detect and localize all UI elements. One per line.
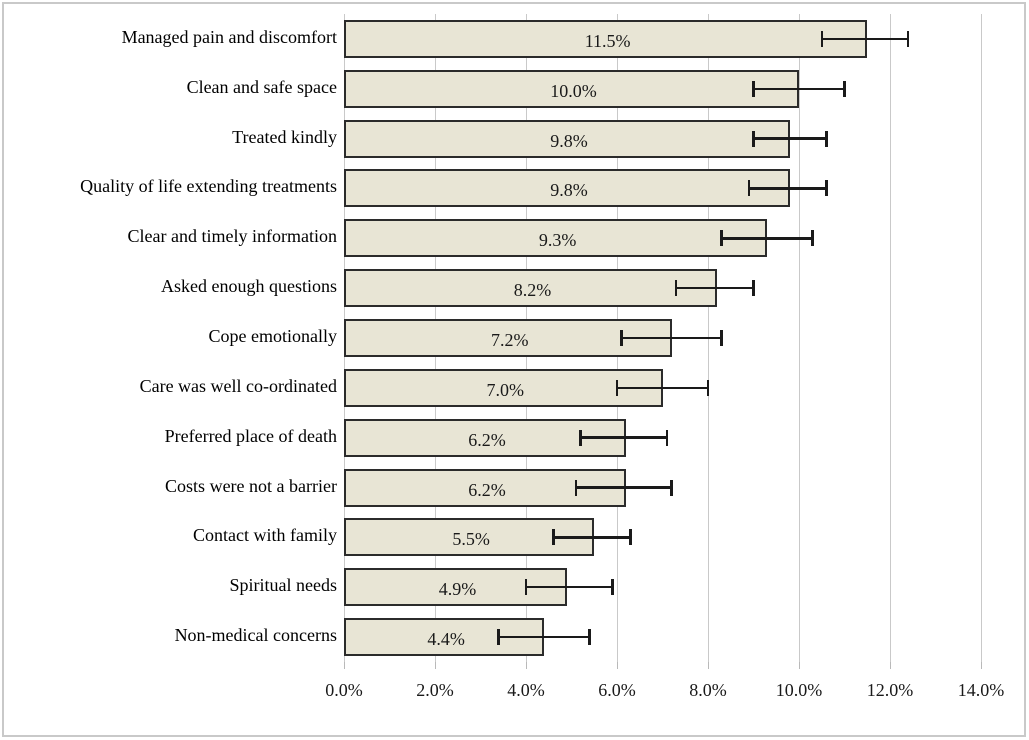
error-bar-cap xyxy=(611,579,614,596)
error-bar-cap xyxy=(579,429,582,446)
category-label: Costs were not a barrier xyxy=(165,475,337,496)
category-label: Clear and timely information xyxy=(127,226,337,247)
gridline xyxy=(981,14,982,662)
bar-value-label: 9.8% xyxy=(550,180,588,201)
error-bar-cap xyxy=(752,80,755,97)
category-label: Preferred place of death xyxy=(164,425,337,446)
bar-value-label: 7.0% xyxy=(486,379,525,400)
error-bar-cap xyxy=(497,629,500,646)
error-bar-cap xyxy=(706,379,710,396)
axis-tick-mark xyxy=(708,662,709,669)
error-bar-cap xyxy=(615,379,619,396)
bar-value-label: 7.2% xyxy=(491,330,529,350)
bar: 9.3% xyxy=(344,219,768,258)
axis-tick-mark xyxy=(344,662,345,669)
x-tick-label: 8.0% xyxy=(689,680,727,700)
error-bar-cap xyxy=(552,529,555,546)
error-bar xyxy=(580,436,668,439)
axis-tick-mark xyxy=(981,662,982,669)
error-bar xyxy=(526,585,613,589)
bar-value-label: 4.4% xyxy=(427,629,465,650)
error-bar-cap xyxy=(747,180,751,197)
error-bar xyxy=(498,635,590,639)
bar-value-label: 10.0% xyxy=(550,80,597,101)
error-bar-cap xyxy=(825,180,828,197)
error-bar-cap xyxy=(811,230,814,247)
error-bar xyxy=(753,87,845,91)
axis-tick-mark xyxy=(617,662,618,669)
category-label: Care was well co-ordinated xyxy=(139,375,337,396)
error-bar xyxy=(676,286,754,290)
error-bar-cap xyxy=(670,479,673,496)
error-bar-cap xyxy=(843,80,846,97)
gridline xyxy=(890,14,891,662)
bar: 9.8% xyxy=(344,119,790,158)
category-label: Contact with family xyxy=(193,525,337,546)
error-bar xyxy=(821,37,909,41)
axis-tick-mark xyxy=(435,662,436,669)
category-label: Clean and safe space xyxy=(186,76,337,97)
bar-value-label: 9.8% xyxy=(550,130,588,151)
error-bar-cap xyxy=(906,30,910,47)
bar: 8.2% xyxy=(344,269,718,308)
x-tick-label: 10.0% xyxy=(775,680,823,700)
error-bar-cap xyxy=(752,130,755,147)
bar-value-label: 5.5% xyxy=(452,529,490,550)
bar: 9.8% xyxy=(344,169,790,208)
error-bar-cap xyxy=(588,629,591,646)
error-bar-cap xyxy=(720,230,723,247)
error-bar xyxy=(748,187,827,190)
x-tick-label: 14.0% xyxy=(957,680,1005,700)
error-bar-cap xyxy=(720,330,723,346)
category-label: Treated kindly xyxy=(232,126,337,147)
error-bar-cap xyxy=(620,330,623,346)
x-tick-label: 6.0% xyxy=(598,680,636,700)
bar: 10.0% xyxy=(344,69,799,108)
category-label: Cope emotionally xyxy=(208,326,337,346)
bar: 5.5% xyxy=(344,518,595,557)
bar-value-label: 11.5% xyxy=(584,30,631,51)
error-bar xyxy=(553,536,631,539)
plot-area: 11.5% 10.0% 9.8% 9.8% 9.3% 8.2% 7.2% 7.0% 6.2% 6.… xyxy=(344,14,982,662)
error-bar xyxy=(721,237,813,240)
bar: 4.9% xyxy=(344,568,567,607)
axis-tick-mark xyxy=(890,662,891,669)
error-bar-cap xyxy=(574,479,578,496)
error-bar xyxy=(576,486,672,489)
category-label: Spiritual needs xyxy=(229,575,337,596)
error-bar-cap xyxy=(820,30,823,47)
bar-value-label: 6.2% xyxy=(468,429,506,450)
x-tick-label: 12.0% xyxy=(866,680,914,700)
bar: 7.0% xyxy=(344,368,663,407)
bar: 11.5% xyxy=(344,19,868,58)
error-bar-cap xyxy=(629,529,632,546)
bar-value-label: 6.2% xyxy=(468,479,506,500)
category-label: Quality of life extending treatments xyxy=(80,176,337,197)
axis-tick-mark xyxy=(526,662,527,669)
gridline xyxy=(799,14,800,662)
error-bar-cap xyxy=(665,429,669,446)
error-bar xyxy=(617,386,708,390)
error-bar-cap xyxy=(825,130,828,147)
category-label: Managed pain and discomfort xyxy=(121,26,337,47)
bar-value-label: 8.2% xyxy=(513,280,552,301)
error-bar xyxy=(753,137,827,140)
error-bar xyxy=(621,336,722,340)
bar-value-label: 4.9% xyxy=(438,579,477,600)
bar: 7.2% xyxy=(344,319,672,357)
category-label: Asked enough questions xyxy=(161,276,337,297)
x-tick-label: 0.0% xyxy=(325,680,363,700)
axis-tick-mark xyxy=(799,662,800,669)
category-label: Non-medical concerns xyxy=(174,625,337,646)
error-bar-cap xyxy=(752,280,755,297)
bar-value-label: 9.3% xyxy=(538,230,577,251)
bar: 6.2% xyxy=(344,418,627,457)
x-tick-label: 2.0% xyxy=(416,680,454,700)
error-bar-cap xyxy=(524,579,528,596)
x-tick-label: 4.0% xyxy=(507,680,545,700)
bar: 6.2% xyxy=(344,468,627,507)
error-bar-cap xyxy=(674,280,678,297)
